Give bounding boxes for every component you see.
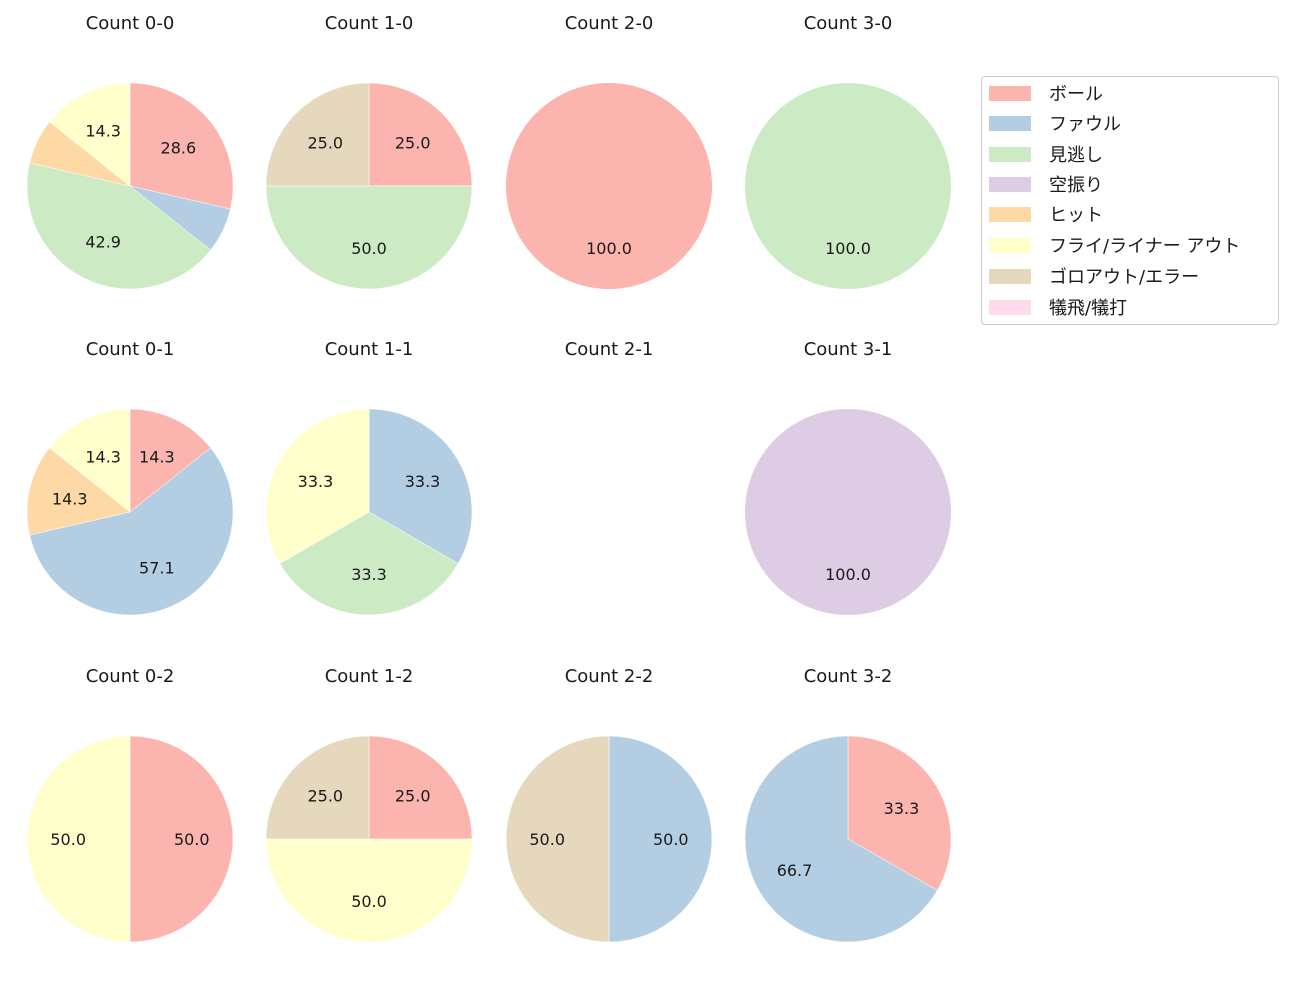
legend-label: フライ/ライナー アウト: [1049, 236, 1241, 257]
pie-slice: [265, 735, 370, 840]
subplot-title: Count 2-2: [565, 666, 654, 687]
legend-item-sacrifice: 犠飛/犠打: [989, 292, 1127, 322]
subplot-title: Count 3-1: [804, 339, 893, 360]
slice-label: 14.3: [85, 121, 121, 140]
slice-label: 100.0: [825, 239, 871, 258]
slice-label: 33.3: [884, 799, 920, 818]
legend-label: 見逃し: [1049, 145, 1103, 166]
slice-label: 14.3: [52, 489, 88, 508]
pie-slice: [368, 408, 473, 564]
pie-subplot: Count 3-2 33.3 66.7: [744, 666, 952, 943]
subplot-title: Count 2-0: [565, 13, 654, 34]
pie-subplot: Count 3-0 100.0: [745, 13, 951, 289]
pie-subplot: Count 2-1: [565, 339, 654, 360]
legend-swatch-ball: [989, 85, 1031, 101]
chart-legend: ボール ファウル 見逃し 空振り ヒット フライ/ライナー アウト ゴロアウト/…: [981, 76, 1279, 325]
legend-item-fly-liner-out: フライ/ライナー アウト: [989, 230, 1240, 260]
legend-label: ボール: [1049, 84, 1103, 105]
pie-slice: [744, 735, 938, 943]
slice-label: 33.3: [405, 472, 441, 491]
pie-slice: [847, 735, 952, 891]
pie-slice: [26, 735, 131, 943]
legend-label: ヒット: [1049, 205, 1103, 226]
legend-label: 空振り: [1049, 175, 1103, 196]
slice-label: 50.0: [351, 892, 387, 911]
slice-label: 50.0: [653, 830, 689, 849]
pie-subplot: Count 0-2 50.0 50.0: [26, 666, 234, 943]
legend-swatch-hit: [989, 206, 1031, 222]
slice-label: 14.3: [139, 447, 175, 466]
slice-label: 42.9: [85, 233, 121, 252]
subplot-title: Count 3-2: [804, 666, 893, 687]
pie-slice: [505, 735, 610, 943]
slice-label: 50.0: [50, 830, 86, 849]
subplot-title: Count 1-0: [325, 13, 414, 34]
slice-label: 25.0: [307, 786, 343, 805]
pie-slice: [265, 838, 473, 943]
pie-slice: [368, 82, 473, 187]
legend-item-looking: 見逃し: [989, 139, 1103, 169]
legend-swatch-foul: [989, 115, 1031, 131]
slice-label: 66.7: [777, 861, 813, 880]
slice-label: 25.0: [395, 786, 431, 805]
legend-item-hit: ヒット: [989, 199, 1103, 229]
legend-swatch-looking: [989, 146, 1031, 162]
slice-label: 50.0: [351, 239, 387, 258]
slice-label: 50.0: [174, 830, 210, 849]
pie-slice: [265, 82, 370, 187]
legend-item-ball: ボール: [989, 78, 1103, 108]
slice-label: 14.3: [85, 447, 121, 466]
slice-label: 57.1: [139, 559, 175, 578]
pie-slice: [129, 408, 211, 513]
legend-item-swinging: 空振り: [989, 169, 1103, 199]
slice-label: 25.0: [307, 133, 343, 152]
slice-label: 28.6: [161, 139, 197, 158]
legend-swatch-ground-out-error: [989, 268, 1031, 284]
slice-label: 33.3: [351, 565, 387, 584]
legend-item-ground-out-error: ゴロアウト/エラー: [989, 261, 1199, 291]
subplot-title: Count 0-2: [86, 666, 175, 687]
legend-item-foul: ファウル: [989, 108, 1121, 138]
pie-slice: [745, 409, 951, 615]
pie-slice: [26, 447, 131, 536]
pie-slice: [26, 162, 211, 290]
slice-label: 33.3: [298, 472, 334, 491]
pie-slice: [265, 185, 473, 290]
pie-slice: [608, 735, 713, 943]
pie-subplot: Count 1-2 25.0 50.0 25.0: [265, 666, 473, 943]
pie-slice: [129, 735, 234, 943]
legend-label: ゴロアウト/エラー: [1049, 267, 1200, 288]
legend-label: 犠飛/犠打: [1049, 298, 1128, 319]
subplot-title: Count 2-1: [565, 339, 654, 360]
subplot-title: Count 3-0: [804, 13, 893, 34]
pie-subplot: Count 3-1 100.0: [745, 339, 951, 615]
slice-label: 100.0: [825, 565, 871, 584]
pie-subplot: Count 2-2 50.0 50.0: [505, 666, 713, 943]
pie-slice: [368, 735, 473, 840]
pie-subplot: Count 1-1 33.3 33.3 33.3: [265, 339, 473, 616]
pie-subplot: Count 0-1 14.3 57.1 14.3 14.3: [26, 339, 234, 616]
pie-slice: [129, 82, 234, 210]
slice-label: 100.0: [586, 239, 632, 258]
subplot-title: Count 0-0: [86, 13, 175, 34]
slice-label: 25.0: [395, 133, 431, 152]
subplot-title: Count 1-2: [325, 666, 414, 687]
legend-label: ファウル: [1049, 114, 1121, 135]
pie-slice: [265, 408, 370, 564]
pie-slice: [29, 447, 234, 616]
pie-slice: [49, 408, 131, 513]
pie-slice: [49, 82, 131, 187]
subplot-title: Count 0-1: [86, 339, 175, 360]
legend-swatch-swinging: [989, 176, 1031, 192]
pie-slice: [745, 83, 951, 289]
pie-subplot: Count 2-0 100.0: [506, 13, 712, 289]
pie-subplot: Count 0-0 28.6 42.9 14.3: [26, 13, 234, 290]
legend-swatch-fly-liner-out: [989, 237, 1031, 253]
slice-label: 50.0: [529, 830, 565, 849]
legend-swatch-sacrifice: [989, 299, 1031, 315]
pie-slice: [506, 83, 712, 289]
pie-subplot: Count 1-0 25.0 50.0 25.0: [265, 13, 473, 290]
subplot-title: Count 1-1: [325, 339, 414, 360]
